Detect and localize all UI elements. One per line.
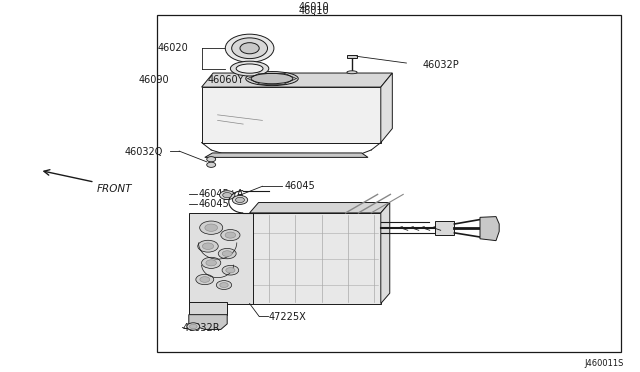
- Circle shape: [198, 240, 218, 252]
- Polygon shape: [250, 202, 390, 213]
- Circle shape: [220, 191, 235, 199]
- Circle shape: [226, 267, 235, 273]
- Ellipse shape: [236, 64, 263, 73]
- Text: J460011S: J460011S: [584, 359, 624, 368]
- Polygon shape: [250, 213, 381, 304]
- Circle shape: [207, 162, 216, 167]
- Polygon shape: [189, 315, 227, 330]
- Text: 46032Q: 46032Q: [125, 147, 163, 157]
- Circle shape: [189, 324, 197, 329]
- Circle shape: [222, 266, 239, 275]
- Circle shape: [221, 230, 240, 241]
- Circle shape: [218, 248, 236, 259]
- Polygon shape: [202, 87, 381, 142]
- Circle shape: [232, 38, 268, 59]
- Ellipse shape: [230, 61, 269, 76]
- Text: 46045: 46045: [198, 199, 229, 209]
- Circle shape: [207, 157, 216, 162]
- Circle shape: [225, 34, 274, 62]
- Ellipse shape: [251, 73, 293, 84]
- Polygon shape: [189, 213, 253, 304]
- Bar: [157, 15, 621, 352]
- Circle shape: [205, 224, 218, 231]
- Text: 46010: 46010: [298, 2, 329, 12]
- Polygon shape: [480, 217, 499, 241]
- Circle shape: [187, 323, 200, 330]
- Circle shape: [225, 232, 236, 238]
- Circle shape: [200, 277, 210, 282]
- Polygon shape: [381, 202, 390, 304]
- Text: 46045: 46045: [285, 181, 316, 191]
- Circle shape: [202, 257, 221, 268]
- Circle shape: [236, 198, 244, 202]
- Text: 46045+A: 46045+A: [198, 189, 244, 199]
- Text: 46032P: 46032P: [422, 60, 459, 70]
- Text: 46020: 46020: [158, 43, 189, 53]
- Circle shape: [220, 283, 228, 288]
- Polygon shape: [202, 73, 392, 87]
- Text: 46090: 46090: [138, 75, 169, 85]
- Text: 47225X: 47225X: [269, 312, 307, 322]
- Ellipse shape: [246, 71, 298, 86]
- Circle shape: [206, 260, 216, 266]
- Polygon shape: [189, 302, 227, 315]
- Circle shape: [240, 43, 259, 54]
- Circle shape: [196, 274, 214, 285]
- Text: 46060Y: 46060Y: [208, 75, 244, 85]
- Circle shape: [223, 193, 232, 198]
- Circle shape: [200, 221, 223, 234]
- Circle shape: [202, 243, 214, 250]
- Polygon shape: [205, 153, 368, 157]
- Text: 46032R: 46032R: [182, 323, 220, 333]
- Polygon shape: [435, 221, 454, 235]
- Circle shape: [216, 280, 232, 289]
- Ellipse shape: [347, 71, 357, 74]
- Text: 46010: 46010: [298, 6, 329, 16]
- Polygon shape: [347, 55, 357, 58]
- Circle shape: [222, 251, 232, 256]
- Polygon shape: [381, 73, 392, 142]
- Text: FRONT: FRONT: [97, 184, 132, 194]
- Circle shape: [232, 196, 248, 204]
